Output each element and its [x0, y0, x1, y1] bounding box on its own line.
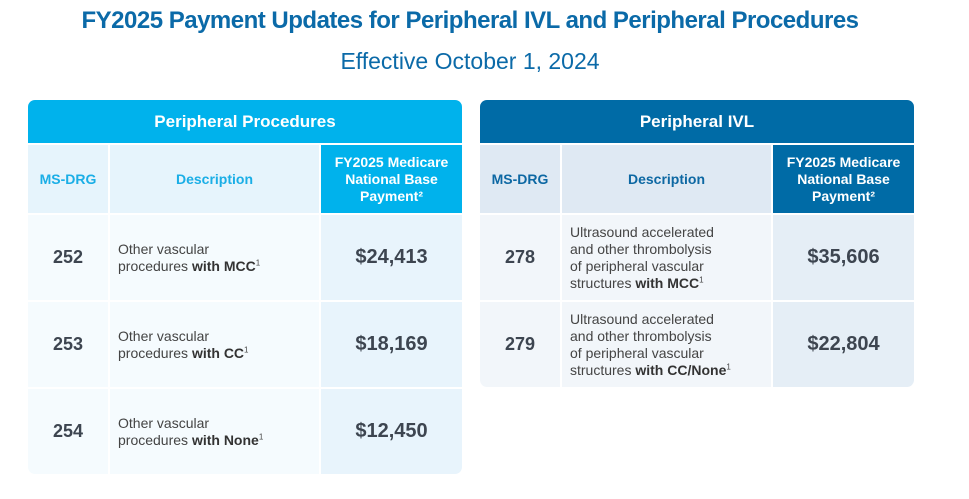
description: Other vascular procedures with MCC1: [108, 213, 319, 300]
footnote-marker: 1: [699, 274, 704, 284]
ms-drg-code: 253: [28, 300, 108, 387]
table-heading: Peripheral Procedures: [28, 100, 462, 143]
column-header-description: Description: [108, 143, 319, 213]
description-qualifier: with MCC: [635, 274, 700, 291]
description: Other vascular procedures with CC1: [108, 300, 319, 387]
footnote-marker: 1: [244, 344, 249, 354]
table-row: 253 Other vascular procedures with CC1 $…: [28, 300, 462, 387]
ms-drg-code: 279: [480, 300, 560, 387]
column-header-row: MS-DRG Description FY2025 Medicare Natio…: [480, 143, 914, 213]
ms-drg-code: 278: [480, 213, 560, 300]
description-text-block: Other vascular procedures with CC1: [118, 327, 249, 361]
description: Ultrasound accelerated and other thrombo…: [560, 213, 771, 300]
page-subtitle: Effective October 1, 2024: [340, 48, 600, 74]
description-text-block: Ultrasound accelerated and other thrombo…: [570, 223, 714, 291]
footnote-marker: 1: [726, 361, 731, 371]
ms-drg-code: 254: [28, 387, 108, 474]
description-text-block: Other vascular procedures with MCC1: [118, 240, 261, 274]
column-header-description: Description: [560, 143, 771, 213]
description-text-block: Ultrasound accelerated and other thrombo…: [570, 310, 731, 378]
peripheral-procedures-table: Peripheral Procedures MS-DRG Description…: [28, 100, 462, 474]
column-header-ms-drg: MS-DRG: [480, 143, 560, 213]
description-qualifier: with MCC: [191, 257, 256, 274]
table-heading: Peripheral IVL: [480, 100, 914, 143]
base-payment: $22,804: [771, 300, 914, 387]
column-header-row: MS-DRG Description FY2025 Medicare Natio…: [28, 143, 462, 213]
table-row: 252 Other vascular procedures with MCC1 …: [28, 213, 462, 300]
description: Other vascular procedures with None1: [108, 387, 319, 474]
column-header-ms-drg: MS-DRG: [28, 143, 108, 213]
peripheral-ivl-table: Peripheral IVL MS-DRG Description FY2025…: [480, 100, 914, 387]
description: Ultrasound accelerated and other thrombo…: [560, 300, 771, 387]
description-qualifier: with None: [191, 431, 259, 448]
base-payment: $12,450: [319, 387, 462, 474]
base-payment: $24,413: [319, 213, 462, 300]
table-row: 254 Other vascular procedures with None1…: [28, 387, 462, 474]
footnote-marker: 1: [255, 257, 261, 267]
table-row: 279 Ultrasound accelerated and other thr…: [480, 300, 914, 387]
footnote-marker: 1: [258, 431, 264, 441]
base-payment: $35,606: [771, 213, 914, 300]
base-payment: $18,169: [319, 300, 462, 387]
table-row: 278 Ultrasound accelerated and other thr…: [480, 213, 914, 300]
description-text-block: Other vascular procedures with None1: [118, 414, 264, 448]
column-header-payment: FY2025 Medicare National Base Payment²: [319, 143, 462, 213]
description-qualifier: with CC/None: [635, 361, 727, 378]
ms-drg-code: 252: [28, 213, 108, 300]
column-header-payment: FY2025 Medicare National Base Payment²: [771, 143, 914, 213]
page-title: FY2025 Payment Updates for Peripheral IV…: [81, 7, 859, 34]
description-qualifier: with CC: [191, 344, 245, 361]
